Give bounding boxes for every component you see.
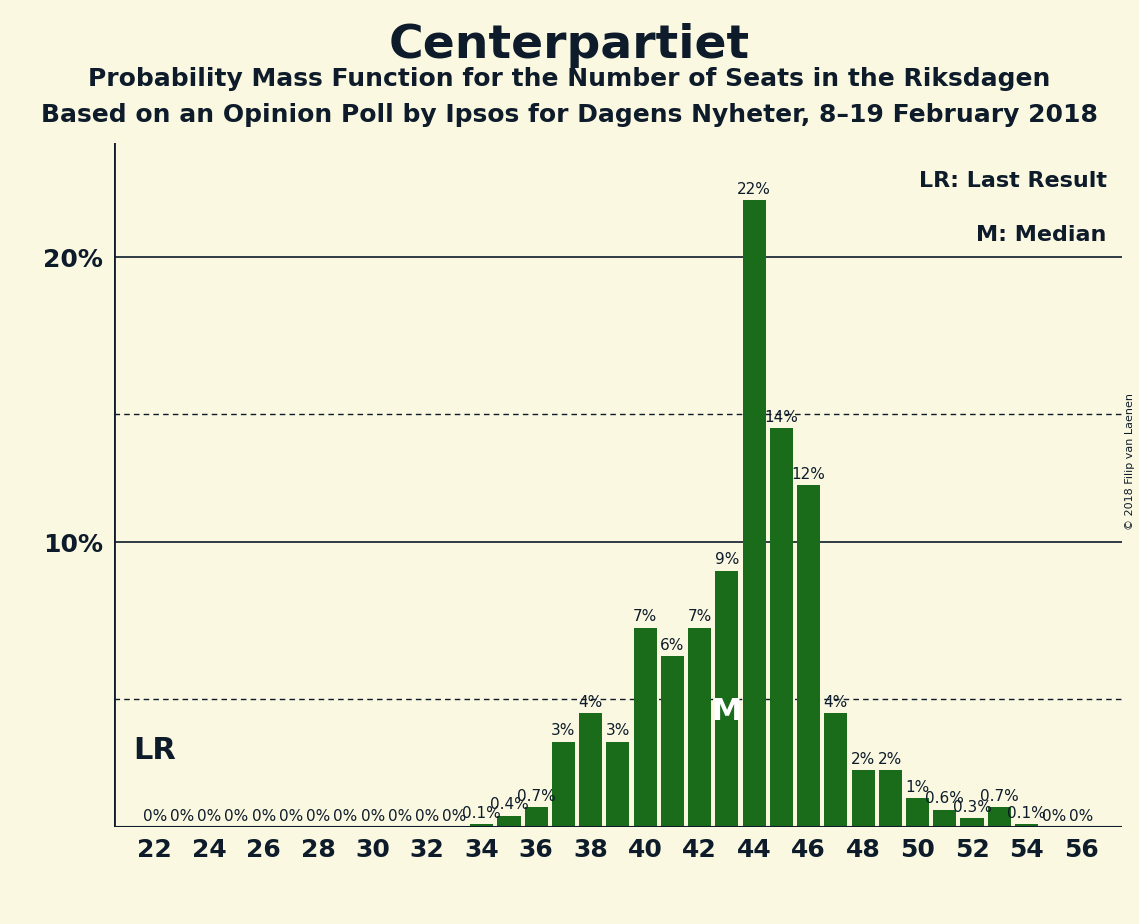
Text: LR: LR — [133, 736, 175, 764]
Text: 3%: 3% — [551, 723, 575, 738]
Bar — [525, 807, 548, 827]
Bar — [715, 571, 738, 827]
Text: 3%: 3% — [606, 723, 630, 738]
Bar — [606, 741, 630, 827]
Text: 4%: 4% — [579, 695, 603, 710]
Text: 0%: 0% — [252, 808, 276, 823]
Text: Centerpartiet: Centerpartiet — [388, 23, 751, 68]
Text: 0%: 0% — [1068, 808, 1093, 823]
Bar — [579, 713, 603, 827]
Text: 0.7%: 0.7% — [980, 788, 1018, 804]
Bar — [988, 807, 1011, 827]
Text: 7%: 7% — [633, 609, 657, 624]
Text: 0%: 0% — [279, 808, 303, 823]
Bar — [633, 627, 657, 827]
Bar — [825, 713, 847, 827]
Bar — [551, 741, 575, 827]
Text: Based on an Opinion Poll by Ipsos for Dagens Nyheter, 8–19 February 2018: Based on an Opinion Poll by Ipsos for Da… — [41, 103, 1098, 128]
Bar — [933, 809, 957, 827]
Bar — [852, 770, 875, 827]
Text: 0%: 0% — [1042, 808, 1066, 823]
Text: 0%: 0% — [442, 808, 467, 823]
Bar — [960, 819, 984, 827]
Text: 0%: 0% — [197, 808, 221, 823]
Text: 0.4%: 0.4% — [490, 797, 528, 812]
Text: 0.6%: 0.6% — [925, 792, 965, 807]
Bar — [470, 824, 493, 827]
Bar — [879, 770, 902, 827]
Text: 0%: 0% — [361, 808, 385, 823]
Text: 6%: 6% — [661, 638, 685, 652]
Bar — [688, 627, 711, 827]
Text: 2%: 2% — [878, 751, 902, 767]
Bar — [906, 798, 929, 827]
Text: 0.1%: 0.1% — [1007, 806, 1046, 821]
Bar — [498, 816, 521, 827]
Text: 0%: 0% — [306, 808, 330, 823]
Bar — [797, 485, 820, 827]
Text: 0.3%: 0.3% — [952, 800, 992, 815]
Text: 0%: 0% — [334, 808, 358, 823]
Text: 0%: 0% — [170, 808, 194, 823]
Text: 0%: 0% — [224, 808, 248, 823]
Text: 0%: 0% — [415, 808, 440, 823]
Text: 4%: 4% — [823, 695, 847, 710]
Text: © 2018 Filip van Laenen: © 2018 Filip van Laenen — [1125, 394, 1134, 530]
Bar — [743, 201, 765, 827]
Text: 2%: 2% — [851, 751, 875, 767]
Text: 0.7%: 0.7% — [517, 788, 556, 804]
Text: 22%: 22% — [737, 182, 771, 197]
Text: 1%: 1% — [906, 780, 929, 795]
Bar — [770, 428, 793, 827]
Text: 0%: 0% — [388, 808, 412, 823]
Text: M: M — [712, 697, 743, 726]
Text: 7%: 7% — [688, 609, 712, 624]
Text: Probability Mass Function for the Number of Seats in the Riksdagen: Probability Mass Function for the Number… — [89, 67, 1050, 91]
Text: 0.1%: 0.1% — [462, 806, 501, 821]
Text: M: Median: M: Median — [976, 225, 1107, 245]
Bar — [1015, 824, 1038, 827]
Text: LR: Last Result: LR: Last Result — [919, 171, 1107, 190]
Text: 14%: 14% — [764, 409, 798, 425]
Text: 0%: 0% — [142, 808, 167, 823]
Bar — [661, 656, 685, 827]
Text: 12%: 12% — [792, 467, 826, 481]
Text: 9%: 9% — [714, 553, 739, 567]
